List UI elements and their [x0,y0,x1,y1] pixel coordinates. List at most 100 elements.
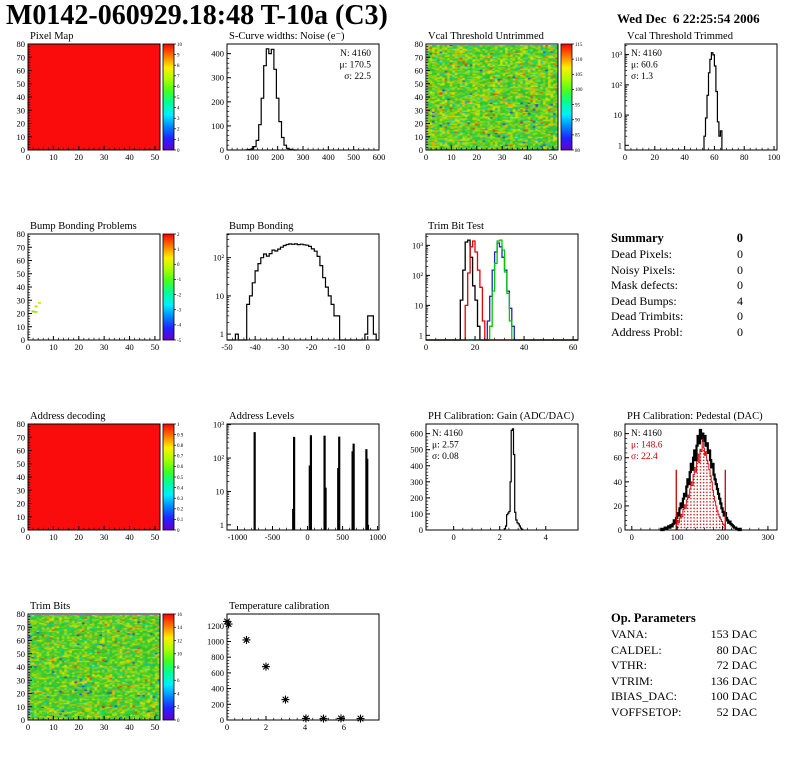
tick-label: 1000 [207,636,224,646]
plot-title: PH Calibration: Gain (ADC/DAC) [428,411,575,422]
tick-label: 10³ [213,420,225,430]
summary-row-value: 0 [737,247,743,261]
tick-label: 40 [523,152,532,162]
tick-label: 0 [220,715,224,725]
tick-label: 1 [220,520,224,530]
colorbar-label: 85 [575,134,581,139]
tick-label: 70 [415,52,424,62]
tick-label: 10 [17,132,26,142]
tick-label: 10 [415,300,424,310]
stats-line: N: 4160 [432,429,463,439]
tick-label: 10³ [611,50,623,60]
tick-label: 10² [412,270,424,280]
summary-row: Dead Bumps: 4 [611,294,743,310]
colorbar-label: 8 [177,666,180,671]
op-parameters-heading: Op. Parameters [611,611,696,625]
tick-label: 80 [614,429,623,439]
colorbar-label: 0.2 [177,508,184,513]
colorbar-label: 6 [177,679,180,684]
tick-label: 60 [569,342,578,352]
plot-title: PH Calibration: Pedestal (DAC) [627,411,763,422]
tick-label: 100 [246,152,259,162]
tick-label: 1200 [207,621,224,631]
tick-label: 30 [17,675,26,685]
timestamp: Wed Dec 6 22:25:54 2006 [617,11,760,26]
plot-svg-address-levels: -1000 -500 0 500 1000 1 10 10² 10³ Address Levels [213,411,386,542]
tick-label: 0 [26,722,30,732]
tick-label: 10² [611,80,623,90]
plot-title: Vcal Threshold Untrimmed [428,31,545,42]
param-row-label: VTHR: [611,658,647,672]
tick-label: 30 [17,295,26,305]
summary-block: Summary 0 Dead Pixels: 0 Noisy Pixels: 0 Mas… [597,230,796,340]
tick-label: 0 [366,342,370,352]
stats-line: σ: 22.5 [344,72,371,82]
tick-label: 1 [618,140,622,150]
tick-label: 30 [100,532,109,542]
tick-label: 0 [424,342,428,352]
tick-label: 1 [419,330,423,340]
plot-svg-bump-bonding: -50 -40 -30 -20 -10 0 1 10 10² Bump Bonding [213,221,380,352]
tick-label: 10 [614,110,623,120]
stats-line: μ: 2.57 [432,441,459,451]
param-row-value: 52 DAC [716,704,757,719]
tick-label: 200 [271,152,284,162]
stats-line: μ: 148.6 [631,441,663,451]
heatmap-canvas [28,614,160,720]
colorbar-label: -1 [177,278,182,283]
tick-label: 0 [26,532,30,542]
tick-label: 50 [17,649,26,659]
tick-label: 20 [75,722,84,732]
tick-label: 200 [211,699,224,709]
tick-label: 10 [17,702,26,712]
tick-label: 60 [17,256,26,266]
tick-label: 40 [17,282,26,292]
colorbar-label: 95 [575,103,581,108]
stats-line: N: 4160 [631,429,662,439]
tick-label: 70 [17,52,26,62]
colorbar-label: 0.8 [177,444,184,449]
colorbar-label: 0 [177,149,180,154]
colorbar-label: 12 [177,639,183,644]
tick-label: 20 [415,119,424,129]
tick-label: 600 [211,668,224,678]
tick-label: -1000 [228,532,248,542]
param-row: IBIAS_DAC: 100 DAC [611,689,757,705]
tick-label: 300 [410,477,423,487]
colorbar-label: 8 [177,64,180,69]
plot-vcal-untrimmed: 0 10 20 30 40 50 0 10 20 30 40 50 60 70 80 115 110 105 100… [398,28,597,214]
tick-label: 300 [297,152,310,162]
tick-label: 80 [17,419,26,429]
tick-label: 40 [17,662,26,672]
summary-row-label: Dead Bumps: [611,293,677,308]
tick-label: 50 [415,79,424,89]
tick-label: -500 [265,532,281,542]
plot-svg-trim-bit-test: 0 20 40 60 1 10 10² 10³ Trim Bit Test [412,221,579,352]
summary-row-label: Mask defects: [611,278,678,292]
tick-label: 40 [125,152,134,162]
tick-label: 0 [419,525,423,535]
colorbar-label: 0.4 [177,486,184,491]
tick-label: 60 [415,66,424,76]
plot-title: Trim Bit Test [428,221,484,232]
plot-svg-ph-pedestal: 0 100 200 300 0 20 40 60 80 N: 4160 μ: 148.6σ: 22.… [614,411,778,542]
tick-label: 70 [17,622,26,632]
tick-label: 20 [75,532,84,542]
tick-label: 400 [322,152,335,162]
tick-label: 50 [549,152,558,162]
summary-rows: Dead Pixels: 0 Noisy Pixels: 0 Mask defects:… [611,247,796,340]
colorbar-label: -4 [177,324,182,329]
plot-title: Bump Bonding Problems [30,221,137,232]
tick-label: 500 [347,152,360,162]
summary-row-label: Dead Pixels: [611,247,672,261]
tick-label: 50 [17,79,26,89]
summary-row-label: Dead Trimbits: [611,309,684,323]
tick-label: 10 [49,532,58,542]
tick-label: 50 [151,342,160,352]
tick-label: 0 [21,335,25,345]
plot-svg-ph-gain: 0 2 4 0 100 200 300 400 500 600 N: 4160 μ: 2.57σ: 0… [410,411,579,542]
scatter-marker [261,662,270,671]
colorbar-label: 80 [575,149,581,154]
tick-label: 20 [75,152,84,162]
